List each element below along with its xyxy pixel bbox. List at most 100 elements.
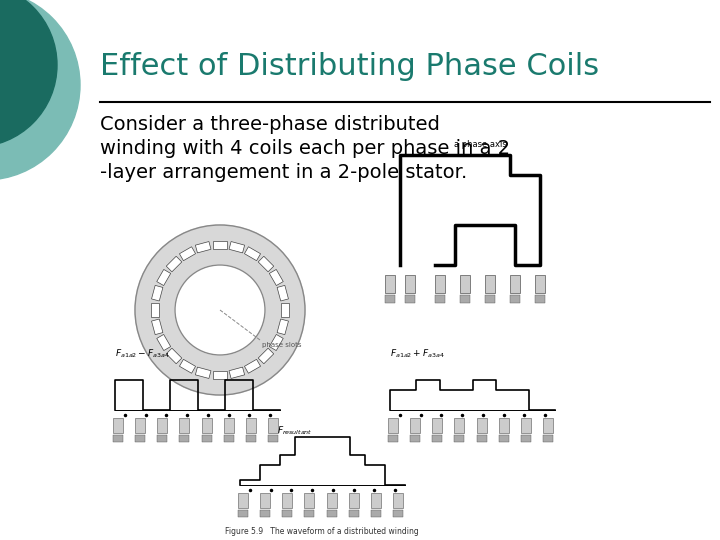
Bar bbox=[277, 285, 289, 301]
Bar bbox=[238, 493, 248, 508]
Bar bbox=[202, 418, 212, 433]
Bar bbox=[371, 493, 381, 508]
Circle shape bbox=[0, 0, 57, 147]
Bar bbox=[195, 241, 211, 253]
Text: Figure 5.9   The waveform of a distributed winding: Figure 5.9 The waveform of a distributed… bbox=[225, 527, 419, 536]
Bar bbox=[543, 418, 553, 433]
Bar bbox=[521, 435, 531, 442]
Bar bbox=[477, 418, 487, 433]
Circle shape bbox=[135, 225, 305, 395]
Bar bbox=[371, 510, 381, 517]
Text: a phase axis: a phase axis bbox=[454, 140, 506, 149]
Bar bbox=[405, 295, 415, 303]
Bar bbox=[454, 435, 464, 442]
Bar bbox=[388, 435, 398, 442]
Bar bbox=[348, 510, 359, 517]
Bar bbox=[238, 510, 248, 517]
Bar bbox=[305, 493, 315, 508]
Bar bbox=[151, 319, 163, 335]
Bar bbox=[269, 334, 283, 350]
Bar bbox=[229, 241, 245, 253]
Bar bbox=[151, 303, 159, 317]
Text: Effect of Distributing Phase Coils: Effect of Distributing Phase Coils bbox=[100, 52, 599, 81]
Bar bbox=[460, 275, 470, 293]
Bar bbox=[202, 435, 212, 442]
Bar bbox=[179, 359, 196, 373]
Bar bbox=[485, 295, 495, 303]
Bar bbox=[485, 275, 495, 293]
Bar bbox=[348, 493, 359, 508]
Bar bbox=[454, 418, 464, 433]
Bar bbox=[179, 247, 196, 261]
Bar bbox=[113, 418, 123, 433]
Bar bbox=[327, 510, 336, 517]
Bar bbox=[477, 435, 487, 442]
Bar bbox=[246, 418, 256, 433]
Bar bbox=[135, 435, 145, 442]
Bar bbox=[435, 275, 445, 293]
Bar bbox=[113, 435, 123, 442]
Bar bbox=[460, 295, 470, 303]
Bar bbox=[157, 334, 171, 350]
Text: $\mathit{F}_{a1a2} + \mathit{F}_{a3a4}$: $\mathit{F}_{a1a2} + \mathit{F}_{a3a4}$ bbox=[390, 348, 445, 360]
Bar bbox=[195, 367, 211, 379]
Bar bbox=[277, 319, 289, 335]
Bar bbox=[282, 510, 292, 517]
Bar bbox=[543, 435, 553, 442]
Text: $\mathit{F}_{resultant}$: $\mathit{F}_{resultant}$ bbox=[277, 424, 313, 437]
Text: phase slots: phase slots bbox=[262, 342, 302, 348]
Bar bbox=[385, 295, 395, 303]
Text: Consider a three-phase distributed: Consider a three-phase distributed bbox=[100, 115, 440, 134]
Text: winding with 4 coils each per phase in a 2: winding with 4 coils each per phase in a… bbox=[100, 139, 510, 158]
Bar bbox=[435, 295, 445, 303]
Bar bbox=[258, 256, 274, 272]
Bar bbox=[268, 435, 278, 442]
Bar bbox=[385, 275, 395, 293]
Text: $\mathit{F}_{a1a2} - \mathit{F}_{a3a4}$: $\mathit{F}_{a1a2} - \mathit{F}_{a3a4}$ bbox=[115, 348, 170, 360]
Bar bbox=[410, 418, 420, 433]
Bar bbox=[393, 510, 403, 517]
Bar bbox=[246, 435, 256, 442]
Bar bbox=[499, 435, 509, 442]
Text: -layer arrangement in a 2-pole stator.: -layer arrangement in a 2-pole stator. bbox=[100, 163, 467, 182]
Bar bbox=[224, 418, 234, 433]
Bar bbox=[260, 493, 270, 508]
Bar bbox=[229, 367, 245, 379]
Bar bbox=[388, 418, 398, 433]
Bar bbox=[305, 510, 315, 517]
Bar bbox=[282, 493, 292, 508]
Bar bbox=[535, 275, 545, 293]
Bar bbox=[244, 359, 261, 373]
Bar bbox=[510, 275, 520, 293]
Bar bbox=[135, 418, 145, 433]
Bar bbox=[393, 493, 403, 508]
Circle shape bbox=[175, 265, 265, 355]
Bar bbox=[510, 295, 520, 303]
Bar bbox=[327, 493, 336, 508]
Circle shape bbox=[0, 0, 80, 180]
Bar bbox=[269, 269, 283, 286]
Bar bbox=[179, 418, 189, 433]
Bar bbox=[281, 303, 289, 317]
Bar bbox=[260, 510, 270, 517]
Bar bbox=[213, 371, 227, 379]
Bar bbox=[410, 435, 420, 442]
Bar bbox=[157, 269, 171, 286]
Bar bbox=[432, 418, 442, 433]
Bar bbox=[157, 418, 167, 433]
Bar bbox=[151, 285, 163, 301]
Bar bbox=[405, 275, 415, 293]
Bar bbox=[521, 418, 531, 433]
Bar bbox=[213, 241, 227, 249]
Bar bbox=[432, 435, 442, 442]
Bar bbox=[166, 256, 182, 272]
Bar bbox=[157, 435, 167, 442]
Bar bbox=[179, 435, 189, 442]
Bar bbox=[499, 418, 509, 433]
Bar bbox=[535, 295, 545, 303]
Bar bbox=[244, 247, 261, 261]
Bar bbox=[258, 348, 274, 364]
Bar bbox=[166, 348, 182, 364]
Bar bbox=[224, 435, 234, 442]
Bar bbox=[268, 418, 278, 433]
